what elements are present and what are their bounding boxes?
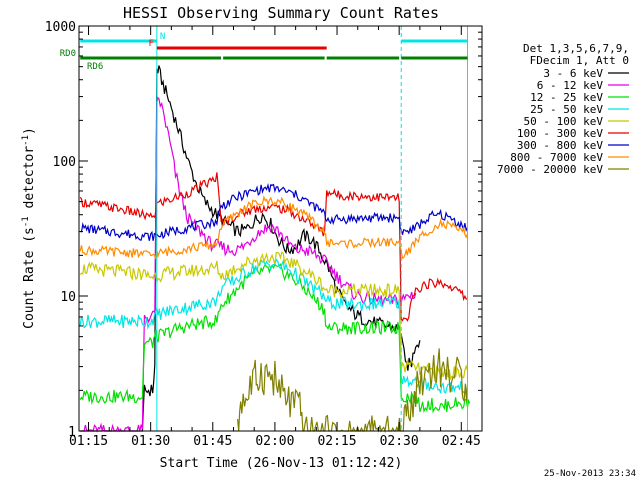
chart-title: HESSI Observing Summary Count Rates bbox=[123, 4, 439, 22]
flag-label-f: F bbox=[148, 39, 153, 49]
timestamp: 25-Nov-2013 23:34 bbox=[544, 469, 636, 479]
x-tick-label-3: 01:45 bbox=[193, 434, 232, 449]
x-axis: 01:15 01:30 01:45 02:00 02:15 02:30 02:45 bbox=[69, 26, 483, 449]
plot-frame bbox=[78, 25, 483, 432]
night-boundaries bbox=[156, 26, 469, 431]
x-axis-label: Start Time (26-Nov-13 01:12:42) bbox=[160, 456, 403, 471]
series-line-6 bbox=[79, 172, 468, 322]
series-line-7 bbox=[80, 182, 469, 241]
flag-bars: NF RD0 RD6 bbox=[60, 32, 468, 72]
legend-entry-1: 3 - 6 keV bbox=[543, 67, 603, 80]
y-axis: 1 10 100 1000 bbox=[45, 20, 482, 440]
flag-label-rd0: RD0 bbox=[60, 49, 76, 59]
legend-entry-6: 100 - 300 keV bbox=[517, 127, 603, 140]
legend-entry-8: 800 - 7000 keV bbox=[510, 151, 603, 164]
legend-entry-7: 300 - 800 keV bbox=[517, 139, 603, 152]
legend-entry-3: 12 - 25 keV bbox=[530, 91, 603, 104]
x-tick-label-1: 01:15 bbox=[69, 434, 108, 449]
flag-label-n: N bbox=[160, 32, 165, 42]
series-line-3 bbox=[79, 263, 471, 414]
legend-entry-9: 7000 - 20000 keV bbox=[497, 163, 603, 176]
x-tick-label-7: 02:45 bbox=[442, 434, 481, 449]
x-tick-label-5: 02:15 bbox=[317, 434, 356, 449]
legend-header-2: FDecim 1, Att 0 bbox=[530, 54, 629, 67]
legend-header-1: Det 1,3,5,6,7,9, bbox=[523, 42, 629, 55]
flag-label-rd6: RD6 bbox=[87, 62, 103, 72]
y-tick-label-2: 10 bbox=[60, 290, 76, 305]
legend-entry-4: 25 - 50 keV bbox=[530, 103, 603, 116]
series-layer bbox=[79, 65, 471, 434]
y-tick-label-1: 1 bbox=[68, 425, 76, 440]
y-tick-label-4: 1000 bbox=[45, 20, 76, 35]
legend-entry-5: 50 - 100 keV bbox=[524, 115, 604, 128]
series-line-2 bbox=[80, 96, 417, 433]
series-line-8 bbox=[79, 195, 469, 260]
y-tick-label-3: 100 bbox=[53, 155, 76, 170]
series-line-5 bbox=[79, 251, 469, 381]
legend: Det 1,3,5,6,7,9,FDecim 1, Att 03 - 6 keV… bbox=[497, 42, 629, 176]
series-line-9 bbox=[237, 348, 469, 434]
y-axis-label: Count Rate (s-1 detector-1) bbox=[21, 127, 37, 329]
x-tick-label-2: 01:30 bbox=[131, 434, 170, 449]
legend-entry-2: 6 - 12 keV bbox=[537, 79, 604, 92]
x-tick-label-4: 02:00 bbox=[255, 434, 294, 449]
x-tick-label-6: 02:30 bbox=[380, 434, 419, 449]
series-line-4 bbox=[79, 258, 469, 396]
